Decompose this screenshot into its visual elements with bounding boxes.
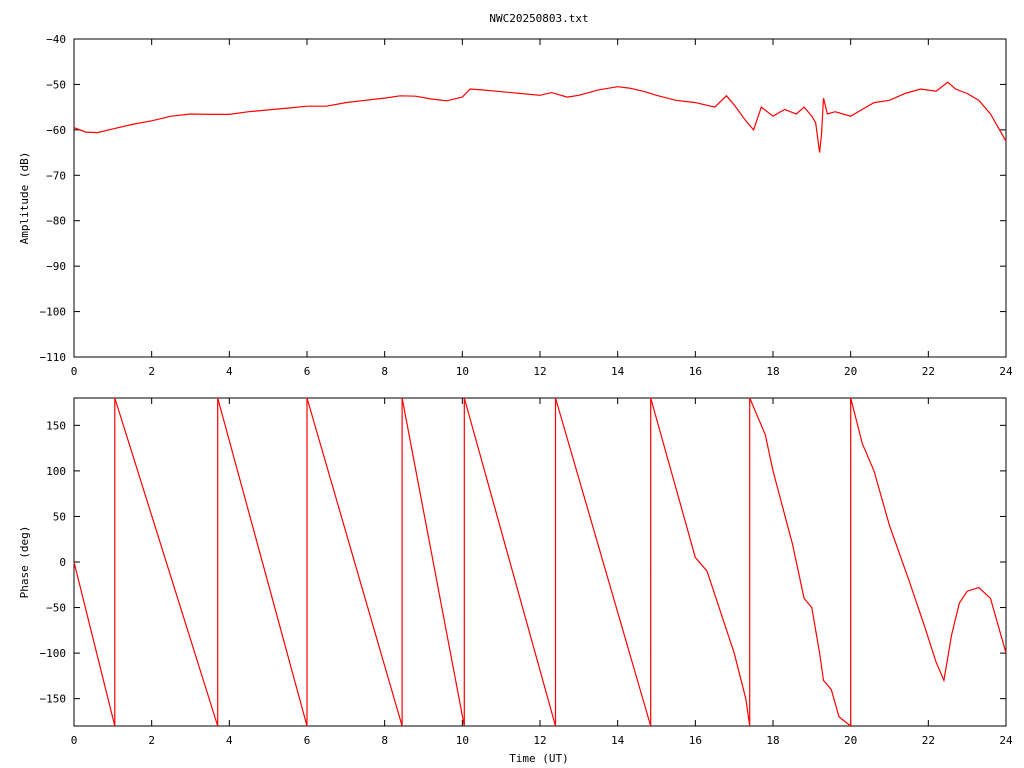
y-tick-label: −60 <box>46 124 66 137</box>
x-tick-label: 8 <box>381 734 388 747</box>
x-tick-label: 18 <box>766 365 779 378</box>
x-tick-label: 16 <box>689 365 702 378</box>
x-tick-label: 22 <box>922 734 935 747</box>
phase-panel: 0 2 4 6 8 10 12 14 16 18 20 22 24−150−100−5005010015… <box>18 397 1013 765</box>
y-tick-label: −150 <box>40 693 67 706</box>
x-tick-label: 4 <box>226 365 233 378</box>
y-tick-label: 50 <box>53 510 66 523</box>
plot-frame <box>73 397 1007 727</box>
x-tick-label: 24 <box>999 365 1013 378</box>
phase-series-line <box>73 397 1007 728</box>
x-tick-label: 12 <box>533 365 546 378</box>
y-tick-label: −100 <box>40 306 67 319</box>
y-tick-label: −40 <box>46 33 66 46</box>
amplitude-panel: 0 2 4 6 8 10 12 14 16 18 20 22 24−110−100−90−80−70−6… <box>18 33 1013 378</box>
x-tick-label: 10 <box>456 734 469 747</box>
y-tick-label: −100 <box>40 647 67 660</box>
y-tick-label: −50 <box>46 78 66 91</box>
x-tick-label: 16 <box>689 734 702 747</box>
x-tick-label: 24 <box>999 734 1013 747</box>
y-tick-label: −110 <box>40 351 67 364</box>
chart-title: NWC20250803.txt <box>489 12 588 25</box>
x-tick-label: 8 <box>381 365 388 378</box>
y-tick-label: −70 <box>46 169 66 182</box>
x-tick-label: 14 <box>611 365 625 378</box>
y-tick-label: −80 <box>46 215 66 228</box>
x-tick-label: 10 <box>456 365 469 378</box>
x-tick-label: 6 <box>304 365 311 378</box>
y-tick-label: −50 <box>46 602 66 615</box>
x-tick-label: 0 <box>71 734 78 747</box>
amplitude-series-line <box>73 81 1007 153</box>
y-tick-label: 100 <box>46 465 66 478</box>
x-tick-label: 12 <box>533 734 546 747</box>
x-tick-label: 2 <box>148 365 155 378</box>
x-tick-label: 18 <box>766 734 779 747</box>
y-axis-title: Phase (deg) <box>18 526 31 599</box>
y-tick-label: −90 <box>46 260 66 273</box>
plot-frame <box>73 38 1007 358</box>
y-tick-label: 0 <box>59 556 66 569</box>
x-tick-label: 14 <box>611 734 625 747</box>
x-tick-label: 4 <box>226 734 233 747</box>
x-tick-label: 20 <box>844 734 857 747</box>
x-tick-label: 20 <box>844 365 857 378</box>
y-tick-label: 150 <box>46 419 66 432</box>
x-tick-label: 6 <box>304 734 311 747</box>
x-tick-label: 22 <box>922 365 935 378</box>
x-axis-title: Time (UT) <box>509 752 569 765</box>
x-tick-label: 2 <box>148 734 155 747</box>
x-tick-label: 0 <box>71 365 78 378</box>
y-axis-title: Amplitude (dB) <box>18 152 31 245</box>
